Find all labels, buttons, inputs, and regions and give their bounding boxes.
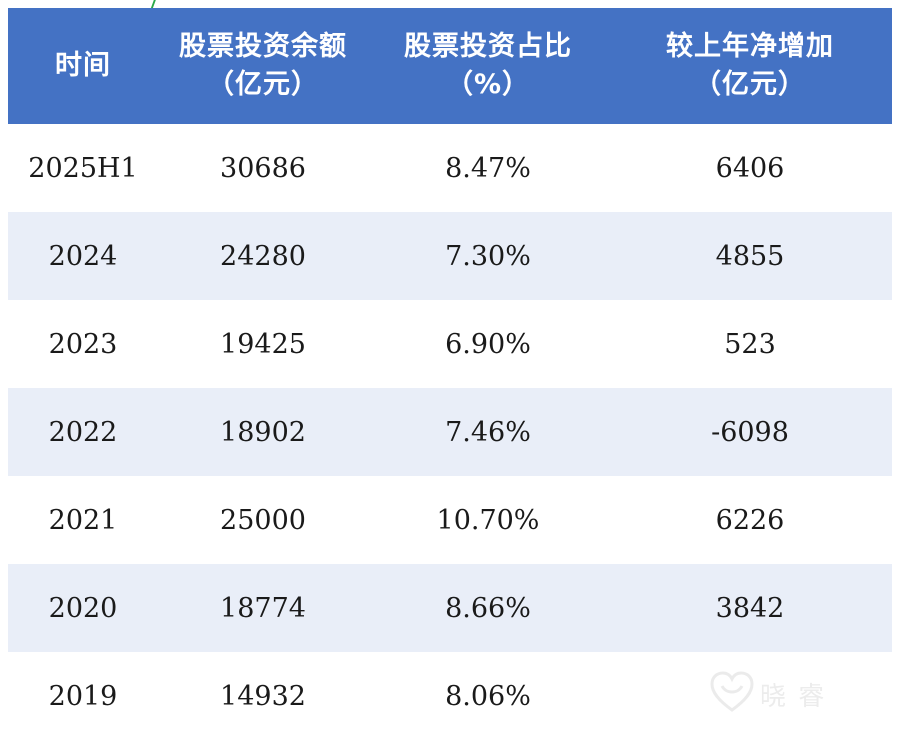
header-ratio-line1: 股票投资占比 (404, 31, 572, 62)
header-increase-line1: 较上年净增加 (666, 31, 834, 62)
header-period-line1: 时间 (55, 50, 111, 81)
cell-period: 2024 (48, 240, 118, 272)
watermark: 晓 睿 (708, 670, 828, 714)
cell-ratio: 8.06% (445, 680, 531, 712)
insurance-equity-table: 时间 股票投资余额 （亿元） 股票投资占比 （%） 较上年净增加 （亿元） 20… (8, 8, 892, 740)
table-row: 2020 18774 8.66% 3842 (8, 564, 892, 652)
cell-increase: -6098 (711, 416, 789, 448)
table-header: 时间 股票投资余额 （亿元） 股票投资占比 （%） 较上年净增加 （亿元） (8, 8, 892, 124)
cell-ratio: 10.70% (436, 504, 540, 536)
cell-ratio: 7.46% (445, 416, 531, 448)
table-row: 2019 14932 8.06% (8, 652, 892, 740)
cell-ratio: 7.30% (445, 240, 531, 272)
cell-period: 2022 (48, 416, 118, 448)
table-row: 2021 25000 10.70% 6226 (8, 476, 892, 564)
column-header-period: 时间 (8, 8, 158, 124)
cell-balance: 18774 (220, 592, 306, 624)
table-body: 2025H1 30686 8.47% 6406 2024 24280 7.30%… (8, 124, 892, 740)
cell-balance: 14932 (220, 680, 306, 712)
table-row: 2022 18902 7.46% -6098 (8, 388, 892, 476)
cell-period: 2019 (48, 680, 118, 712)
cell-period: 2021 (48, 504, 118, 536)
header-balance-line2: （亿元） (207, 69, 319, 100)
cell-ratio: 8.66% (445, 592, 531, 624)
table-row: 2024 24280 7.30% 4855 (8, 212, 892, 300)
cell-period: 2023 (48, 328, 118, 360)
cell-balance: 30686 (220, 152, 306, 184)
column-header-increase: 较上年净增加 （亿元） (608, 8, 892, 124)
cell-period: 2025H1 (28, 152, 138, 184)
header-ratio-line2: （%） (445, 69, 531, 100)
header-balance-line1: 股票投资余额 (179, 31, 347, 62)
table-row: 2023 19425 6.90% 523 (8, 300, 892, 388)
header-row: 时间 股票投资余额 （亿元） 股票投资占比 （%） 较上年净增加 （亿元） (8, 8, 892, 124)
data-table-container: 时间 股票投资余额 （亿元） 股票投资占比 （%） 较上年净增加 （亿元） 20… (8, 8, 892, 740)
cell-balance: 18902 (220, 416, 306, 448)
cell-increase: 4855 (715, 240, 785, 272)
column-header-balance: 股票投资余额 （亿元） (158, 8, 368, 124)
cell-ratio: 8.47% (445, 152, 531, 184)
table-row: 2025H1 30686 8.47% 6406 (8, 124, 892, 212)
cell-balance: 25000 (220, 504, 306, 536)
header-increase-line2: （亿元） (694, 69, 806, 100)
cell-increase: 523 (724, 328, 776, 360)
cell-balance: 24280 (220, 240, 306, 272)
heart-logo-icon (710, 671, 754, 712)
cell-ratio: 6.90% (445, 328, 531, 360)
watermark-text: 晓 睿 (760, 682, 827, 712)
cell-increase: 6406 (715, 152, 785, 184)
cell-balance: 19425 (220, 328, 306, 360)
cell-increase: 6226 (715, 504, 785, 536)
column-header-ratio: 股票投资占比 （%） (368, 8, 608, 124)
cell-period: 2020 (48, 592, 118, 624)
cell-increase: 3842 (715, 592, 785, 624)
